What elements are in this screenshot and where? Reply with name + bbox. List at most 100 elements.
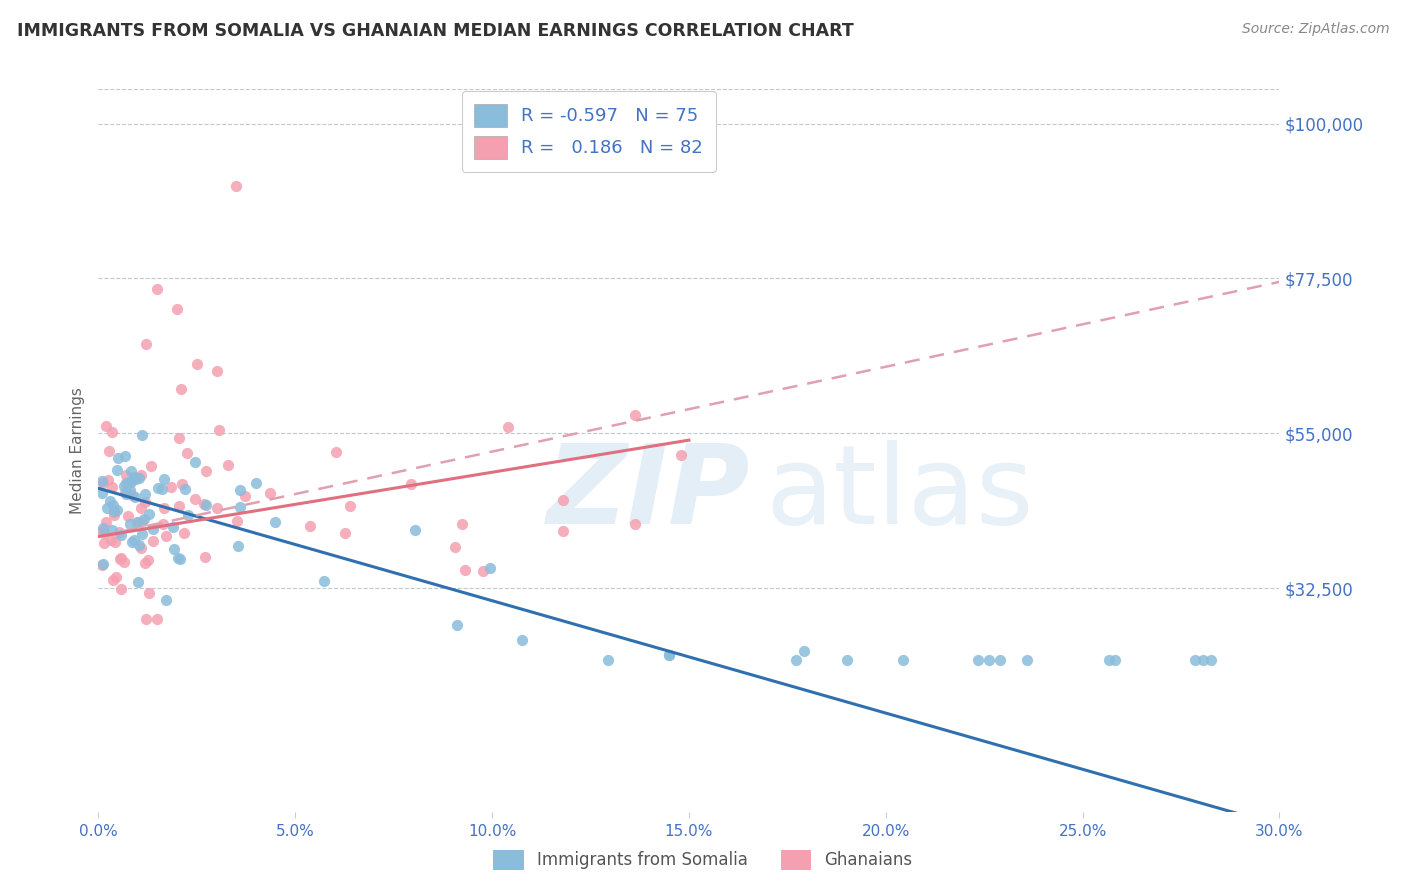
Point xyxy=(103,505,125,519)
Point xyxy=(98,493,121,508)
Point xyxy=(103,534,125,549)
Point xyxy=(671,448,693,462)
Point xyxy=(93,525,115,540)
Point xyxy=(339,500,361,514)
Point xyxy=(1104,653,1126,667)
Text: Source: ZipAtlas.com: Source: ZipAtlas.com xyxy=(1241,22,1389,37)
Point xyxy=(138,508,160,522)
Point xyxy=(967,653,990,667)
Point xyxy=(107,502,129,516)
Point xyxy=(146,612,169,626)
Point xyxy=(176,445,198,459)
Point xyxy=(229,483,252,497)
Point xyxy=(205,501,228,516)
Point xyxy=(129,467,152,482)
Point xyxy=(551,493,574,508)
Point xyxy=(195,464,218,478)
Point xyxy=(785,653,807,667)
Legend: R = -0.597   N = 75, R =   0.186   N = 82: R = -0.597 N = 75, R = 0.186 N = 82 xyxy=(461,91,716,172)
Point xyxy=(835,653,858,667)
Point xyxy=(226,539,249,553)
Point xyxy=(114,484,136,499)
Point xyxy=(217,458,239,473)
Point xyxy=(170,383,193,397)
Text: IMMIGRANTS FROM SOMALIA VS GHANAIAN MEDIAN EARNINGS CORRELATION CHART: IMMIGRANTS FROM SOMALIA VS GHANAIAN MEDI… xyxy=(17,22,853,40)
Point xyxy=(142,534,165,549)
Point xyxy=(139,459,162,474)
Point xyxy=(173,526,195,541)
Point xyxy=(153,500,176,515)
Point xyxy=(112,555,135,569)
Point xyxy=(152,472,174,486)
Point xyxy=(135,612,157,626)
Point xyxy=(115,468,138,483)
Point xyxy=(166,302,188,317)
Point xyxy=(596,653,619,667)
Point xyxy=(115,486,138,500)
Point xyxy=(333,525,356,540)
Point xyxy=(131,427,153,442)
Point xyxy=(121,488,143,502)
Point xyxy=(162,520,184,534)
Point xyxy=(658,648,681,662)
Point xyxy=(134,556,156,570)
Point xyxy=(298,518,321,533)
Point xyxy=(127,574,149,589)
Point xyxy=(91,558,114,572)
Point xyxy=(1098,653,1121,667)
Point xyxy=(496,420,519,434)
Point xyxy=(131,515,153,529)
Point xyxy=(160,480,183,494)
Point xyxy=(404,523,426,537)
Point xyxy=(793,644,815,658)
Point xyxy=(233,489,256,503)
Point xyxy=(225,514,247,528)
Point xyxy=(453,563,475,577)
Point xyxy=(121,535,143,549)
Text: ZIP: ZIP xyxy=(547,441,751,548)
Point xyxy=(446,618,468,632)
Point xyxy=(103,504,125,518)
Point xyxy=(98,444,121,458)
Point xyxy=(167,499,190,513)
Point xyxy=(101,425,124,440)
Point xyxy=(125,515,148,529)
Point xyxy=(444,540,467,554)
Point xyxy=(259,485,281,500)
Point xyxy=(128,538,150,552)
Point xyxy=(129,541,152,555)
Point xyxy=(100,533,122,548)
Point xyxy=(91,486,114,500)
Point xyxy=(478,561,501,575)
Point xyxy=(451,517,474,532)
Point xyxy=(312,574,335,588)
Point xyxy=(152,516,174,531)
Point xyxy=(184,491,207,506)
Point xyxy=(1199,653,1222,667)
Point xyxy=(136,553,159,567)
Point xyxy=(510,632,533,647)
Point xyxy=(193,497,215,511)
Point xyxy=(129,501,152,516)
Point xyxy=(264,515,287,529)
Point xyxy=(167,431,190,445)
Point xyxy=(115,487,138,501)
Point xyxy=(229,500,252,515)
Point xyxy=(110,582,132,596)
Point xyxy=(110,551,132,566)
Point xyxy=(94,516,117,530)
Point xyxy=(128,515,150,529)
Point xyxy=(104,570,127,584)
Point xyxy=(194,550,217,565)
Point xyxy=(146,481,169,495)
Point xyxy=(101,523,124,537)
Point xyxy=(624,408,647,422)
Point xyxy=(103,508,125,522)
Point xyxy=(91,524,114,539)
Legend: Immigrants from Somalia, Ghanaians: Immigrants from Somalia, Ghanaians xyxy=(486,843,920,877)
Point xyxy=(155,529,177,543)
Point xyxy=(122,469,145,483)
Point xyxy=(120,475,142,489)
Point xyxy=(122,533,145,548)
Point xyxy=(205,364,228,378)
